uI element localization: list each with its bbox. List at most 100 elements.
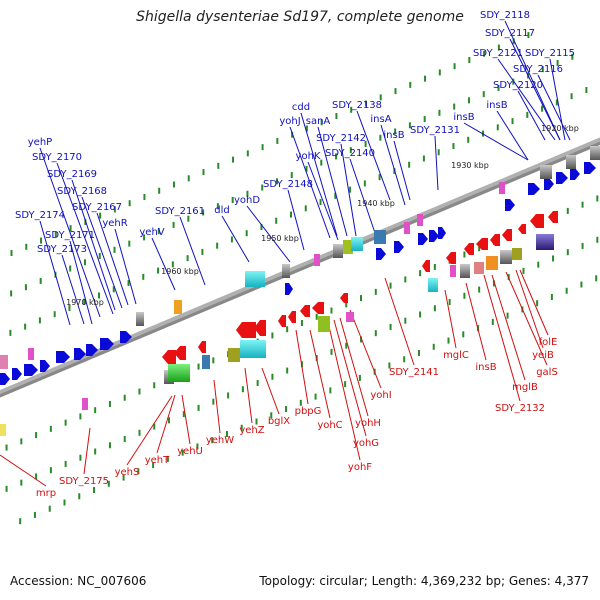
gene-label[interactable]: galS [536, 367, 558, 378]
gene-feature-box[interactable] [28, 348, 34, 360]
forward-gene-arrow[interactable] [584, 162, 596, 174]
gene-label[interactable]: SDY_2168 [57, 186, 107, 197]
gene-feature-box[interactable] [351, 237, 363, 251]
gene-label[interactable]: dld [214, 205, 229, 216]
gene-label[interactable]: pbpG [295, 406, 322, 417]
gene-label[interactable]: SDY_2161 [155, 206, 205, 217]
gene-feature-box[interactable] [0, 355, 8, 369]
gene-label[interactable]: SDY_2174 [15, 210, 65, 221]
gene-label[interactable]: SDY_2115 [525, 48, 575, 59]
gene-label[interactable]: yohJ [279, 116, 300, 127]
reverse-gene-arrow[interactable] [288, 311, 296, 323]
gene-feature-box[interactable] [282, 264, 290, 278]
gene-label[interactable]: yehZ [239, 425, 264, 436]
gene-label[interactable]: yohC [317, 420, 342, 431]
forward-gene-arrow[interactable] [438, 227, 446, 239]
reverse-gene-arrow[interactable] [312, 302, 324, 314]
gene-label[interactable]: insB [475, 362, 496, 373]
gene-label[interactable]: SDY_2175 [59, 476, 109, 487]
forward-gene-arrow[interactable] [556, 172, 568, 184]
reverse-gene-arrow[interactable] [278, 315, 286, 327]
gene-label[interactable]: SDY_2142 [316, 133, 366, 144]
gene-feature-box[interactable] [417, 214, 423, 226]
gene-feature-box[interactable] [428, 278, 438, 292]
forward-gene-arrow[interactable] [40, 360, 50, 372]
gene-feature-box[interactable] [450, 265, 456, 277]
reverse-gene-arrow[interactable] [530, 214, 544, 228]
gene-label[interactable]: SDY_2148 [263, 179, 313, 190]
forward-gene-arrow[interactable] [505, 199, 515, 211]
gene-label[interactable]: SDY_2140 [325, 148, 375, 159]
gene-label[interactable]: insB [383, 130, 404, 141]
gene-feature-box[interactable] [512, 248, 522, 260]
forward-gene-arrow[interactable] [56, 351, 70, 363]
gene-feature-box[interactable] [318, 316, 330, 332]
gene-label[interactable]: yehR [102, 218, 127, 229]
forward-gene-arrow[interactable] [394, 241, 404, 253]
forward-gene-arrow[interactable] [120, 331, 132, 343]
gene-label[interactable]: SDY_2132 [495, 403, 545, 414]
reverse-gene-arrow[interactable] [422, 260, 430, 272]
gene-label[interactable]: yehV [139, 227, 164, 238]
reverse-gene-arrow[interactable] [162, 350, 176, 364]
forward-gene-arrow[interactable] [418, 233, 428, 245]
gene-feature-box[interactable] [82, 398, 88, 410]
reverse-gene-arrow[interactable] [254, 320, 266, 336]
gene-feature-box[interactable] [404, 222, 410, 234]
reverse-gene-arrow[interactable] [502, 229, 512, 241]
gene-feature-box[interactable] [314, 254, 320, 266]
reverse-gene-arrow[interactable] [198, 341, 206, 353]
gene-feature-box[interactable] [174, 300, 182, 314]
reverse-gene-arrow[interactable] [236, 322, 256, 338]
gene-label[interactable]: yohF [348, 462, 372, 473]
forward-gene-arrow[interactable] [285, 283, 293, 295]
gene-label[interactable]: yohG [353, 438, 379, 449]
gene-feature-box[interactable] [590, 146, 600, 160]
forward-gene-arrow[interactable] [429, 230, 439, 242]
forward-gene-arrow[interactable] [86, 344, 98, 356]
reverse-gene-arrow[interactable] [446, 252, 456, 264]
gene-label[interactable]: SDY_2138 [332, 100, 382, 111]
forward-gene-arrow[interactable] [12, 368, 22, 380]
gene-feature-box[interactable] [566, 155, 576, 169]
gene-feature-box[interactable] [474, 262, 484, 274]
gene-label[interactable]: folE [539, 337, 558, 348]
gene-feature-box[interactable] [245, 271, 265, 287]
gene-feature-box[interactable] [0, 424, 6, 436]
gene-label[interactable]: mrp [36, 488, 56, 499]
forward-gene-arrow[interactable] [100, 338, 114, 350]
forward-gene-arrow[interactable] [528, 183, 540, 195]
forward-gene-arrow[interactable] [74, 348, 86, 360]
gene-label[interactable]: SDY_2117 [485, 28, 535, 39]
gene-label[interactable]: SDY_2173 [37, 244, 87, 255]
forward-gene-arrow[interactable] [570, 168, 580, 180]
gene-label[interactable]: SDY_2141 [389, 367, 439, 378]
gene-feature-box[interactable] [333, 244, 343, 258]
forward-gene-arrow[interactable] [544, 178, 554, 190]
reverse-gene-arrow[interactable] [548, 211, 558, 223]
gene-label[interactable]: insA [370, 114, 391, 125]
gene-label[interactable]: yohK [296, 151, 321, 162]
gene-feature-box[interactable] [136, 312, 144, 326]
reverse-gene-arrow[interactable] [464, 243, 474, 255]
gene-feature-box[interactable] [540, 165, 552, 179]
forward-gene-arrow[interactable] [24, 364, 38, 376]
reverse-gene-arrow[interactable] [476, 238, 488, 250]
gene-label[interactable]: SDY_2120 [493, 80, 543, 91]
gene-feature-box[interactable] [536, 234, 554, 250]
gene-label[interactable]: yohD [234, 195, 260, 206]
gene-label[interactable]: SDY_2131 [410, 125, 460, 136]
gene-label[interactable]: SDY_2167 [72, 202, 122, 213]
gene-label[interactable]: yehU [177, 446, 203, 457]
reverse-gene-arrow[interactable] [300, 305, 310, 317]
gene-label[interactable]: cdd [292, 102, 310, 113]
gene-label[interactable]: mglC [443, 350, 469, 361]
reverse-gene-arrow[interactable] [518, 224, 526, 234]
gene-feature-box[interactable] [240, 340, 266, 358]
gene-label[interactable]: insB [486, 100, 507, 111]
reverse-gene-arrow[interactable] [490, 234, 500, 246]
gene-feature-box[interactable] [460, 264, 470, 278]
gene-label[interactable]: SDY_2171 [45, 230, 95, 241]
gene-feature-box[interactable] [500, 250, 512, 264]
